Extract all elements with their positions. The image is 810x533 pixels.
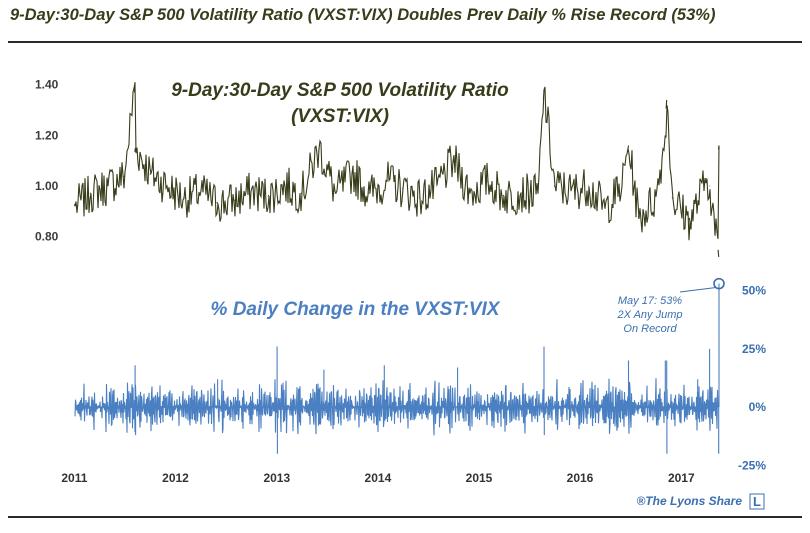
lyons-share-logo-box [749, 493, 765, 510]
lyons-share-logo-letter: L [753, 494, 761, 509]
ratio-chart-title-line2: (VXST:VIX) [291, 106, 389, 127]
record-highlight-circle [713, 277, 725, 290]
x-tick-label: 2016 [567, 471, 594, 485]
change-y-tick-label: 25% [742, 342, 766, 356]
record-annotation-line2: 2X Any Jump [616, 309, 682, 321]
annotation-leader-line [679, 287, 716, 293]
x-tick-label: 2013 [263, 471, 290, 485]
title-divider [8, 41, 802, 43]
ratio-y-tick-label: 1.40 [35, 78, 59, 92]
x-tick-label: 2015 [466, 471, 493, 485]
change-y-tick-label: -25% [738, 458, 766, 472]
change-series-line [74, 283, 720, 454]
ratio-series-line [73, 82, 720, 257]
change-chart-panel: % Daily Change in the VXST:VIX -25% 0% 25%… [74, 277, 766, 473]
ratio-y-tick-label: 0.80 [35, 230, 59, 244]
bottom-divider [8, 516, 802, 518]
x-tick-label: 2012 [162, 471, 189, 485]
change-chart-title: % Daily Change in the VXST:VIX [211, 299, 501, 320]
record-annotation-line3: On Record [623, 323, 677, 335]
x-tick-label: 2017 [668, 471, 695, 485]
x-tick-label: 2014 [365, 471, 392, 485]
credit-text: ®The Lyons Share [636, 494, 742, 508]
change-y-axis: -25% 0% 25% 50% [738, 284, 766, 473]
record-annotation-line1: May 17: 53% [618, 295, 682, 307]
x-axis: 2011 2012 2013 2014 2015 2016 2017 [61, 471, 695, 485]
ratio-y-tick-label: 1.20 [35, 128, 59, 142]
ratio-chart-panel: 9-Day:30-Day S&P 500 Volatility Ratio (V… [35, 78, 720, 257]
ratio-chart-title-line1: 9-Day:30-Day S&P 500 Volatility Ratio [171, 80, 509, 101]
change-y-tick-label: 0% [749, 400, 767, 414]
change-y-tick-label: 50% [742, 284, 766, 298]
x-tick-label: 2011 [61, 471, 87, 485]
page-title: 9-Day:30-Day S&P 500 Volatility Ratio (V… [10, 6, 716, 24]
ratio-y-tick-label: 1.00 [35, 179, 59, 193]
ratio-y-axis: 0.80 1.00 1.20 1.40 [35, 78, 59, 244]
